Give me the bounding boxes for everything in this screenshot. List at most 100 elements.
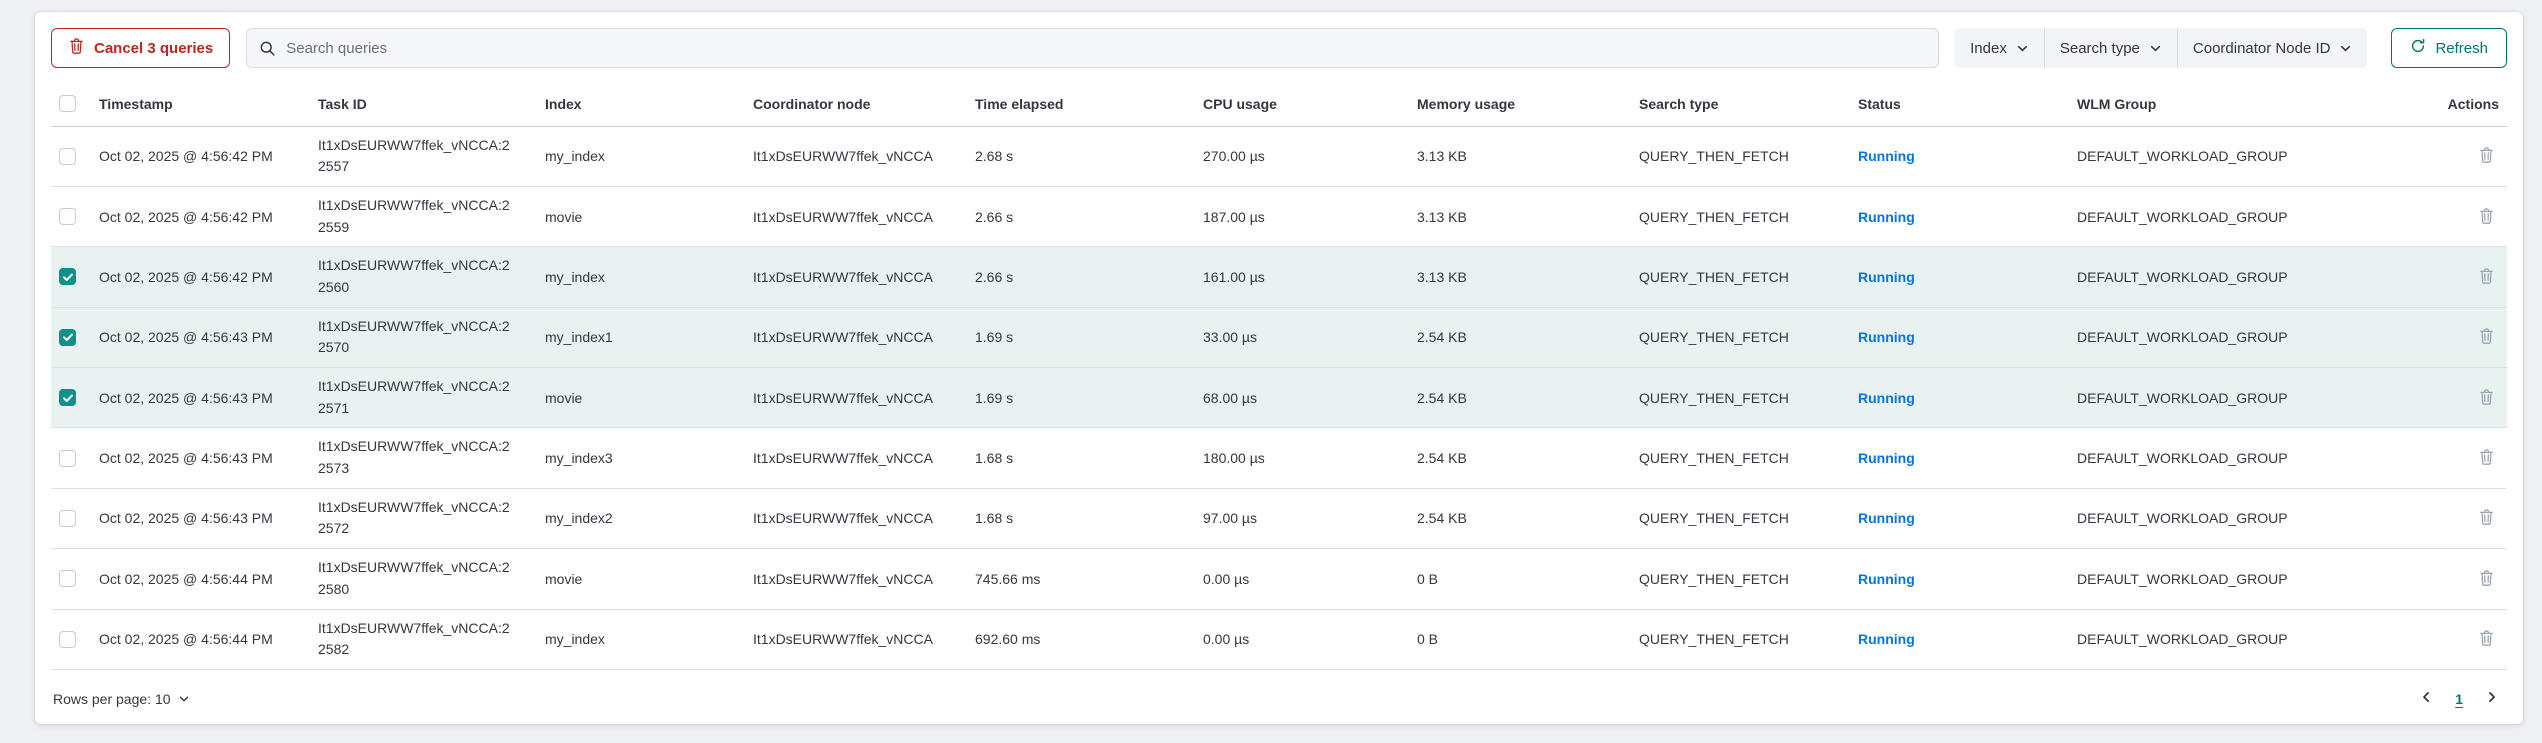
cell-search-type: QUERY_THEN_FETCH <box>1631 427 1850 489</box>
cell-cpu-usage: 180.00 µs <box>1195 427 1409 489</box>
cell-time-elapsed: 1.68 s <box>967 488 1195 550</box>
col-task-id: Task ID <box>310 82 537 127</box>
cell-task-id: It1xDsEURWW7ffek_vNCCA:22557 <box>310 126 537 187</box>
task-id-text: It1xDsEURWW7ffek_vNCCA:22570 <box>318 317 510 356</box>
cell-status[interactable]: Running <box>1850 126 2069 187</box>
col-search-type: Search type <box>1631 82 1850 127</box>
cell-cpu-usage: 33.00 µs <box>1195 307 1409 369</box>
cell-status[interactable]: Running <box>1850 609 2069 670</box>
cell-time-elapsed: 2.66 s <box>967 246 1195 308</box>
table-row: Oct 02, 2025 @ 4:56:43 PM It1xDsEURWW7ffe… <box>51 367 2507 429</box>
table-row: Oct 02, 2025 @ 4:56:42 PM It1xDsEURWW7ffe… <box>51 246 2507 308</box>
pagination: 1 <box>2417 688 2501 709</box>
cell-search-type: QUERY_THEN_FETCH <box>1631 186 1850 248</box>
row-checkbox[interactable] <box>59 208 76 226</box>
cell-wlm-group: DEFAULT_WORKLOAD_GROUP <box>2069 126 2310 187</box>
filter-coordinator-node-id[interactable]: Coordinator Node ID <box>2176 28 2368 68</box>
chevron-down-icon <box>2149 42 2162 55</box>
row-checkbox[interactable] <box>59 509 76 527</box>
cell-coordinator-node: It1xDsEURWW7ffek_vNCCA <box>745 548 967 610</box>
search-input[interactable] <box>286 39 1927 57</box>
previous-page-button[interactable] <box>2417 688 2435 709</box>
refresh-button[interactable]: Refresh <box>2391 28 2507 68</box>
cell-status[interactable]: Running <box>1850 367 2069 429</box>
cell-actions <box>2310 609 2507 670</box>
delete-query-button[interactable] <box>2476 507 2497 528</box>
cell-memory-usage: 2.54 KB <box>1409 488 1631 550</box>
next-page-button[interactable] <box>2483 688 2501 709</box>
cell-status[interactable]: Running <box>1850 427 2069 489</box>
cell-status[interactable]: Running <box>1850 488 2069 550</box>
rows-per-page-button[interactable]: Rows per page: 10 <box>51 687 192 711</box>
cell-index: my_index <box>537 126 745 187</box>
delete-query-button[interactable] <box>2476 628 2497 649</box>
filter-group: Index Search type Coordinator Node ID <box>1955 28 2368 68</box>
delete-query-button[interactable] <box>2476 206 2497 227</box>
cell-cpu-usage: 161.00 µs <box>1195 246 1409 308</box>
cell-coordinator-node: It1xDsEURWW7ffek_vNCCA <box>745 126 967 187</box>
delete-query-button[interactable] <box>2476 447 2497 468</box>
filter-search-type[interactable]: Search type <box>2043 28 2177 68</box>
cancel-queries-label: Cancel 3 queries <box>94 39 214 57</box>
cell-time-elapsed: 1.68 s <box>967 427 1195 489</box>
cell-wlm-group: DEFAULT_WORKLOAD_GROUP <box>2069 367 2310 429</box>
cell-actions <box>2310 367 2507 429</box>
cell-memory-usage: 3.13 KB <box>1409 126 1631 187</box>
cancel-queries-button[interactable]: Cancel 3 queries <box>51 28 231 68</box>
cell-select <box>51 246 91 308</box>
row-checkbox[interactable] <box>59 630 76 648</box>
chevron-left-icon <box>2419 690 2433 707</box>
cell-status[interactable]: Running <box>1850 246 2069 308</box>
row-checkbox[interactable] <box>59 147 76 165</box>
cell-status[interactable]: Running <box>1850 186 2069 248</box>
cell-index: my_index2 <box>537 488 745 550</box>
cell-actions <box>2310 307 2507 369</box>
cell-status[interactable]: Running <box>1850 548 2069 610</box>
row-checkbox[interactable] <box>59 449 76 467</box>
row-checkbox[interactable] <box>59 268 76 286</box>
table-row: Oct 02, 2025 @ 4:56:42 PM It1xDsEURWW7ffe… <box>51 186 2507 248</box>
filter-search-type-label: Search type <box>2059 39 2140 57</box>
cell-select <box>51 186 91 248</box>
cell-select <box>51 126 91 187</box>
delete-query-button[interactable] <box>2476 266 2497 287</box>
cell-select <box>51 488 91 550</box>
search-box[interactable] <box>246 28 1940 68</box>
delete-query-button[interactable] <box>2476 387 2497 408</box>
cell-index: my_index <box>537 246 745 308</box>
rows-per-page-label: Rows per page: 10 <box>53 690 171 707</box>
cell-search-type: QUERY_THEN_FETCH <box>1631 246 1850 308</box>
cell-search-type: QUERY_THEN_FETCH <box>1631 609 1850 670</box>
row-checkbox[interactable] <box>59 328 76 346</box>
cell-memory-usage: 0 B <box>1409 609 1631 670</box>
cell-index: my_index <box>537 609 745 670</box>
select-all-checkbox[interactable] <box>59 95 76 113</box>
cell-actions <box>2310 186 2507 248</box>
cell-timestamp: Oct 02, 2025 @ 4:56:43 PM <box>91 488 310 550</box>
cell-timestamp: Oct 02, 2025 @ 4:56:43 PM <box>91 427 310 489</box>
row-checkbox[interactable] <box>59 389 76 407</box>
table-row: Oct 02, 2025 @ 4:56:43 PM It1xDsEURWW7ffe… <box>51 427 2507 489</box>
cell-index: my_index1 <box>537 307 745 369</box>
query-insights-panel: Cancel 3 queries Index Search type <box>35 12 2523 724</box>
task-id-text: It1xDsEURWW7ffek_vNCCA:22557 <box>318 136 510 175</box>
row-checkbox[interactable] <box>59 570 76 588</box>
cell-memory-usage: 2.54 KB <box>1409 427 1631 489</box>
cell-task-id: It1xDsEURWW7ffek_vNCCA:22559 <box>310 186 537 248</box>
delete-query-button[interactable] <box>2476 145 2497 166</box>
cell-status[interactable]: Running <box>1850 307 2069 369</box>
cell-coordinator-node: It1xDsEURWW7ffek_vNCCA <box>745 186 967 248</box>
cell-timestamp: Oct 02, 2025 @ 4:56:42 PM <box>91 126 310 187</box>
refresh-label: Refresh <box>2435 39 2488 57</box>
task-id-text: It1xDsEURWW7ffek_vNCCA:22571 <box>318 378 510 416</box>
col-time-elapsed: Time elapsed <box>967 82 1195 127</box>
cell-coordinator-node: It1xDsEURWW7ffek_vNCCA <box>745 307 967 369</box>
filter-index[interactable]: Index <box>1955 28 2044 68</box>
page-number-1[interactable]: 1 <box>2455 690 2463 707</box>
cell-wlm-group: DEFAULT_WORKLOAD_GROUP <box>2069 307 2310 369</box>
delete-query-button[interactable] <box>2476 568 2497 589</box>
cell-time-elapsed: 2.68 s <box>967 126 1195 187</box>
delete-query-button[interactable] <box>2476 326 2497 347</box>
cell-search-type: QUERY_THEN_FETCH <box>1631 488 1850 550</box>
cell-wlm-group: DEFAULT_WORKLOAD_GROUP <box>2069 609 2310 670</box>
